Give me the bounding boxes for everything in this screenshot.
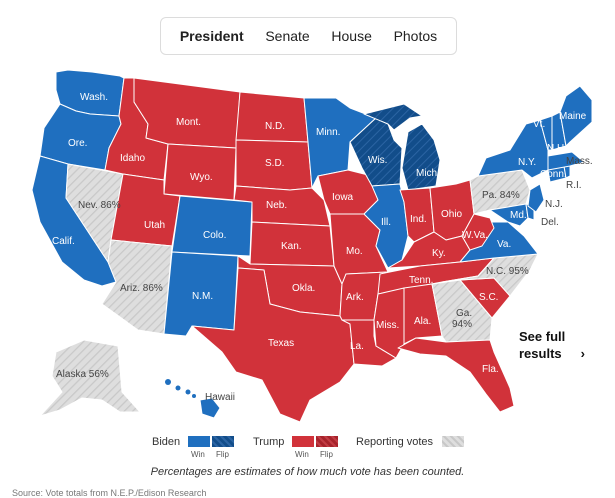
race-tabs: President Senate House Photos [160,17,457,55]
label-vt: Vt. [533,119,545,130]
state-ak[interactable] [39,339,141,417]
legend-trump-flip-text: Flip [320,450,333,459]
label-fl: Fla. [482,364,499,375]
state-md[interactable] [489,203,529,227]
legend-biden-flip-text: Flip [216,450,229,459]
label-de: Del. [541,217,559,228]
state-co[interactable] [171,195,253,257]
label-il: Ill. [381,217,391,228]
legend-trump-win-text: Win [295,450,309,459]
label-or: Ore. [68,138,87,149]
label-wi: Wis. [368,155,387,166]
label-wv: W.Va. [462,230,488,241]
legend-reporting-label: Reporting votes [356,436,434,448]
see-full-results-link[interactable]: See full results › [519,328,585,362]
legend-biden-flip-swatch [212,436,234,447]
legend-trump-flip-swatch [316,436,338,447]
label-oh: Ohio [441,209,463,220]
label-in: Ind. [410,214,427,225]
state-me[interactable] [559,85,593,147]
chevron-right-icon: › [580,346,585,361]
label-ut: Utah [144,220,165,231]
state-tx[interactable] [191,267,355,423]
label-ny: N.Y. [518,157,536,168]
tab-senate[interactable]: Senate [265,28,310,44]
label-ok: Okla. [292,283,315,294]
label-ar: Ark. [346,292,364,303]
state-mn[interactable] [303,97,377,189]
state-mi-lower[interactable] [401,123,441,191]
label-id: Idaho [120,153,145,164]
state-mt[interactable] [133,77,241,149]
label-md: Md. [510,210,527,221]
see-full-results-text: See full results [519,329,566,361]
legend-trump-win-swatch [292,436,314,447]
state-nc[interactable] [441,253,539,297]
label-ks: Kan. [281,241,302,252]
legend-biden-win-text: Win [191,450,205,459]
label-ri: R.I. [566,180,582,191]
legend-trump-label: Trump [253,436,285,448]
hawaii-islands [165,379,196,398]
label-sc: S.C. [479,292,498,303]
tab-president[interactable]: President [179,28,244,44]
label-pa: Pa. 84% [482,190,520,201]
footnote: Percentages are estimates of how much vo… [150,466,465,478]
label-nm: N.M. [192,291,213,302]
state-hi[interactable] [199,397,221,419]
state-mi[interactable] [363,103,423,131]
label-me: Maine [559,111,587,122]
state-fl[interactable] [397,337,515,413]
label-az: Ariz. 86% [120,283,163,294]
label-ne: Neb. [266,200,287,211]
label-mt: Mont. [176,117,201,128]
legend-biden-label: Biden [152,436,181,448]
label-ia: Iowa [332,192,354,203]
label-ma: Mass. [566,156,593,167]
state-nj[interactable] [527,183,545,213]
label-ct: Conn. [540,169,567,180]
state-nd[interactable] [235,91,309,143]
tab-house[interactable]: House [331,28,372,44]
label-mn: Minn. [316,127,340,138]
label-wa: Wash. [80,92,108,103]
label-wy: Wyo. [190,172,213,183]
label-nd: N.D. [265,121,285,132]
label-sd: S.D. [265,158,284,169]
label-nh: N.H. [547,143,567,154]
label-hi: Hawaii [205,392,235,403]
label-nc: N.C. 95% [486,266,529,277]
state-ma[interactable] [547,151,585,171]
label-la: La. [350,341,364,352]
label-tn: Tenn. [409,275,433,286]
source-line: Source: Vote totals from N.E.P./Edison R… [12,488,207,498]
label-co: Colo. [203,230,226,241]
tab-photos[interactable]: Photos [393,28,438,44]
state-al[interactable] [403,283,443,345]
legend: Biden Win Flip Trump Win Flip Reporting … [0,436,615,464]
label-ak: Alaska 56% [56,369,109,380]
label-mi: Mich. [416,168,440,179]
label-mo: Mo. [346,246,363,257]
legend-biden-win-swatch [188,436,210,447]
label-nj: N.J. [545,199,563,210]
label-ms: Miss. [376,320,399,331]
label-ky: Ky. [432,248,446,259]
label-va: Va. [497,239,511,250]
label-ca: Calif. [52,236,75,247]
label-ga: Ga. 94% [452,308,472,330]
label-al: Ala. [414,316,431,327]
legend-reporting-swatch [442,436,464,447]
label-nv: Nev. 86% [78,200,121,211]
label-tx: Texas [268,338,294,349]
